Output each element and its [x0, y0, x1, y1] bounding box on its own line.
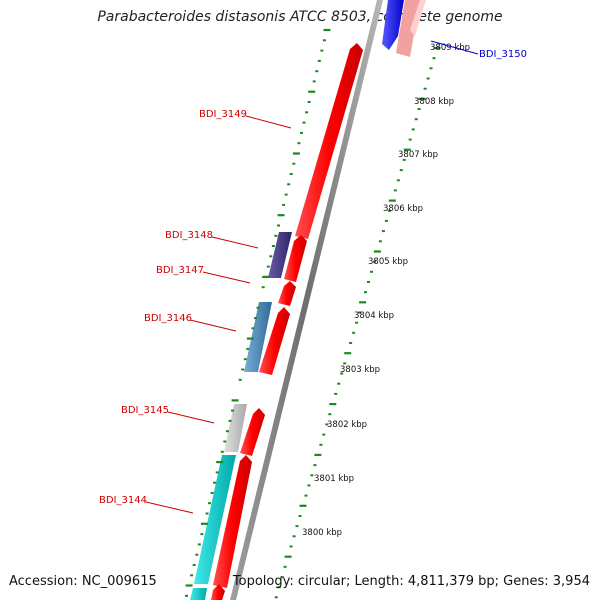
- leader-line-bdi-3145: [167, 411, 215, 424]
- scale-label-3803: 3803 kbp: [340, 365, 380, 375]
- gene-label-bdi-3149: BDI_3149: [199, 109, 247, 120]
- forward-gene-bdi-3148: [284, 235, 307, 282]
- inner-tick-ring: [274, 46, 441, 599]
- genome-backbone: [230, 0, 383, 600]
- gene-label-bdi-3144: BDI_3144: [99, 495, 147, 506]
- gene-label-bdi-3150: BDI_3150: [479, 49, 527, 60]
- gene-label-bdi-3147: BDI_3147: [156, 265, 204, 276]
- scale-label-3808: 3808 kbp: [414, 97, 454, 107]
- leader-line-bdi-3148: [211, 236, 259, 249]
- outer-tick-ring: [185, 28, 331, 597]
- scale-label-3801: 3801 kbp: [314, 474, 354, 484]
- forward-gene-partial: [211, 584, 225, 600]
- forward-gene-bdi-3149: [295, 43, 363, 239]
- scale-label-3804: 3804 kbp: [354, 311, 394, 321]
- gene-label-bdi-3148: BDI_3148: [165, 230, 213, 241]
- accession-text: Accession: NC_009615: [9, 574, 157, 589]
- scale-label-3800: 3800 kbp: [302, 528, 342, 538]
- outer-gene-blue: [382, 0, 404, 50]
- scale-label-3807: 3807 kbp: [398, 150, 438, 160]
- scale-label-3809: 3809 kbp: [430, 43, 470, 53]
- forward-gene-bdi-3146: [259, 307, 290, 375]
- reverse-gene-bdi-3144: [194, 455, 236, 584]
- reverse-gene-bdi-3146: [244, 302, 272, 372]
- scale-labels: 3809 kbp 3808 kbp 3807 kbp 3806 kbp 3805…: [302, 43, 470, 538]
- leader-line-bdi-3150: [430, 40, 479, 55]
- scale-label-3806: 3806 kbp: [383, 204, 423, 214]
- forward-gene-bdi-3147: [278, 281, 296, 306]
- gene-label-bdi-3146: BDI_3146: [144, 313, 192, 324]
- topology-text: Topology: circular; Length: 4,811,379 bp…: [232, 574, 590, 589]
- outer-gene-pink: [396, 0, 420, 57]
- forward-gene-bdi-3145: [240, 408, 265, 456]
- scale-label-3805: 3805 kbp: [368, 257, 408, 267]
- leader-line-bdi-3147: [202, 271, 251, 284]
- leader-line-bdi-3144: [145, 501, 194, 514]
- gene-label-bdi-3145: BDI_3145: [121, 405, 169, 416]
- leader-line-bdi-3146: [189, 319, 237, 332]
- reverse-gene-bdi-3145: [224, 404, 247, 452]
- leader-line-bdi-3149: [245, 115, 292, 129]
- forward-gene-bdi-3144: [213, 455, 252, 588]
- gene-labels: BDI_3150 BDI_3149 BDI_3148 BDI_3147 BDI_…: [99, 40, 527, 514]
- scale-label-3802: 3802 kbp: [327, 420, 367, 430]
- reverse-gene-bdi-3148: [268, 232, 292, 278]
- reverse-gene-partial: [190, 588, 207, 600]
- outer-gene-pink-edge: [410, 0, 426, 36]
